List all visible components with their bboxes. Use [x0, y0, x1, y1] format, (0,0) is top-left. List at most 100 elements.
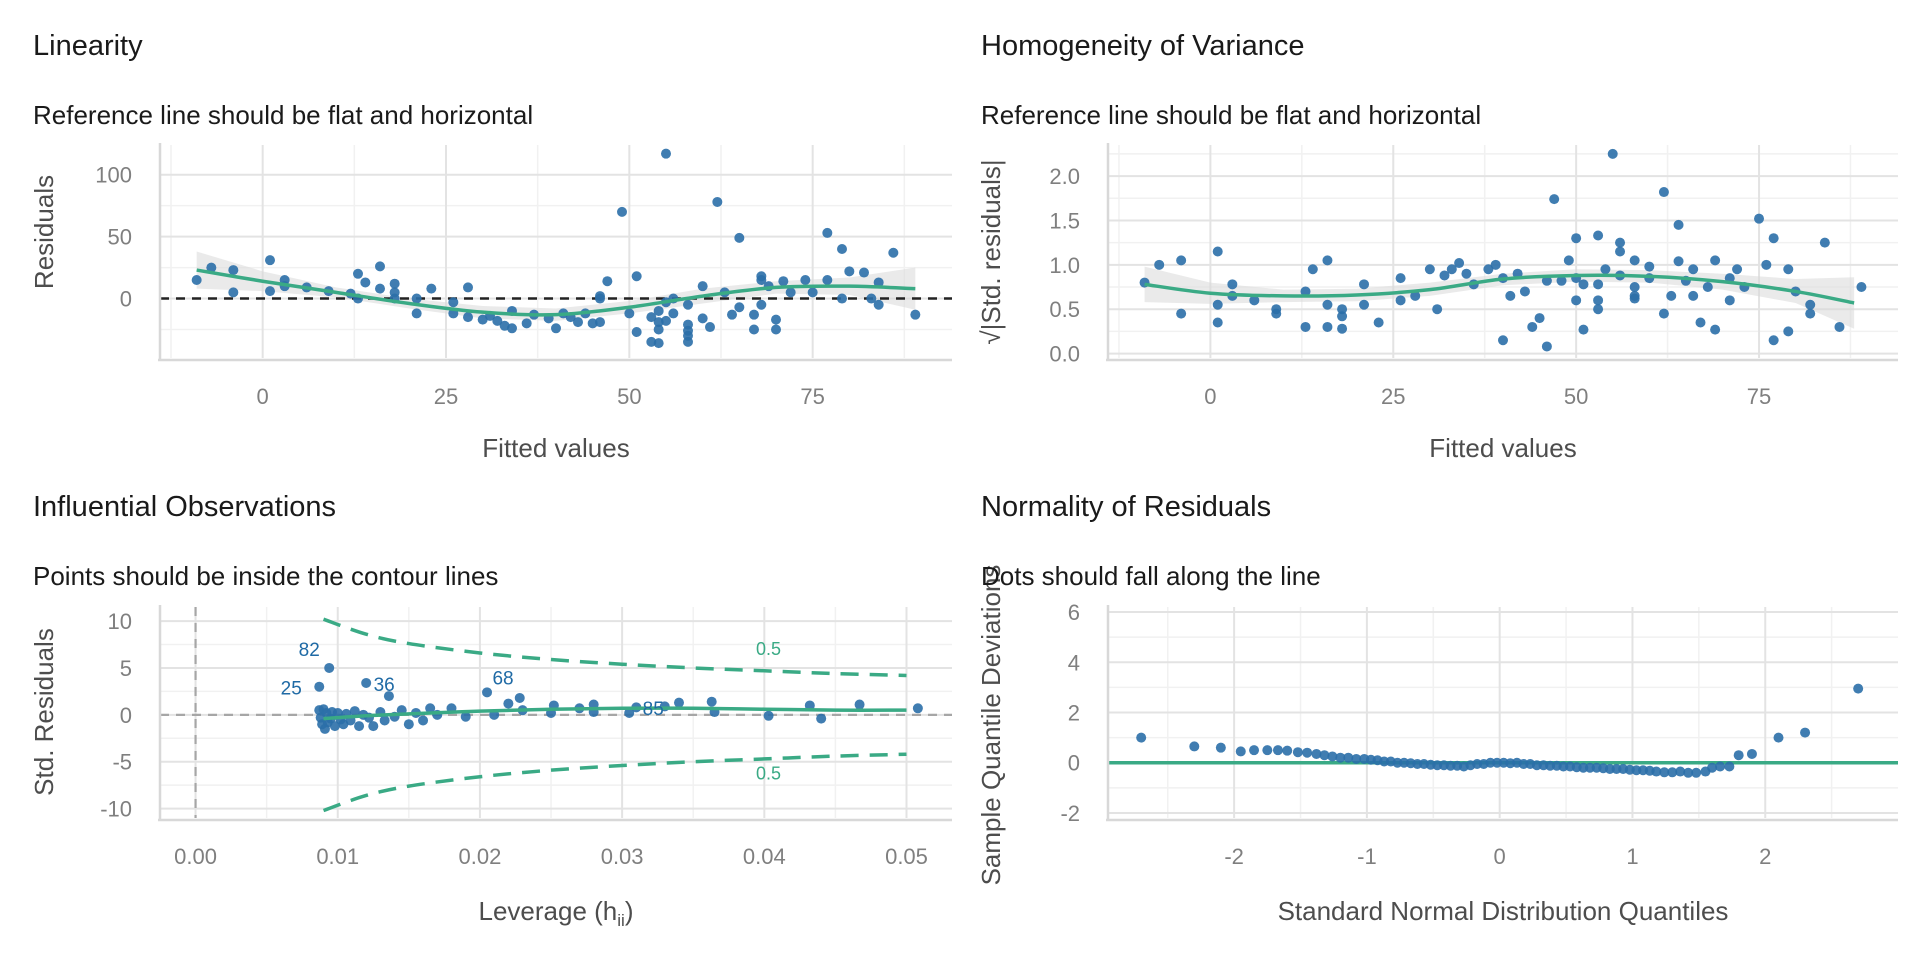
- x-tick-label: 75: [1747, 384, 1771, 409]
- data-point: [1805, 308, 1816, 319]
- data-point: [778, 276, 789, 287]
- data-point: [1629, 282, 1640, 292]
- data-point: [912, 703, 923, 714]
- loess-fit-line: [1144, 273, 1855, 305]
- data-point: [854, 699, 865, 710]
- data-point: [1761, 259, 1772, 270]
- qq-point: [1189, 741, 1200, 752]
- qq-point: [1136, 732, 1147, 743]
- x-tick-label: 0.03: [601, 844, 644, 869]
- data-point: [727, 309, 737, 320]
- x-axis-title: Fitted values: [482, 433, 629, 463]
- data-point: [683, 319, 693, 330]
- fit-curve: [323, 706, 907, 721]
- data-point: [1541, 341, 1552, 352]
- data-point: [1666, 290, 1677, 301]
- qq-point: [1262, 745, 1273, 756]
- data-point: [403, 719, 414, 730]
- data-point: [514, 692, 525, 703]
- data-point: [463, 282, 473, 293]
- x-tick-label: 75: [800, 384, 824, 409]
- data-point: [697, 281, 708, 292]
- qq-point: [1272, 745, 1283, 756]
- data-point: [800, 274, 811, 285]
- data-point: [1688, 290, 1699, 301]
- qq-point: [1311, 748, 1322, 759]
- x-tick-label: 50: [1564, 384, 1588, 409]
- data-point: [368, 721, 379, 732]
- qq-point: [1235, 746, 1246, 757]
- data-point: [1615, 237, 1626, 248]
- panel-normality: Normality of Residuals -2 -1 0 1 2 -2 0 2 4 6 St…: [976, 491, 1898, 926]
- y-tick-label: 10: [108, 609, 132, 634]
- data-point: [375, 261, 385, 272]
- point-labels: 82 25 36 68 85: [281, 640, 664, 720]
- data-point: [383, 691, 394, 702]
- data-point: [771, 314, 781, 325]
- data-point: [507, 323, 517, 334]
- data-point: [873, 299, 884, 310]
- data-point: [1227, 279, 1238, 290]
- data-point: [1410, 290, 1421, 301]
- data-point: [1600, 264, 1611, 275]
- data-point: [1702, 282, 1713, 292]
- data-point: [1658, 187, 1669, 198]
- x-tick-label: 2: [1759, 844, 1771, 869]
- data-point: [1710, 324, 1721, 335]
- data-point: [1300, 321, 1311, 332]
- x-tick-label: 0.00: [174, 844, 217, 869]
- data-point: [1768, 233, 1779, 244]
- x-axis-title: Standard Normal Distribution Quantiles: [1278, 896, 1729, 926]
- point-label: 85: [643, 699, 664, 720]
- x-tick-label: 0.02: [459, 844, 502, 869]
- data-point: [1673, 256, 1684, 267]
- data-point: [1805, 299, 1816, 310]
- data-point: [673, 697, 684, 708]
- loess-fit-line: [196, 268, 916, 317]
- qq-point: [1335, 752, 1346, 763]
- data-point: [763, 710, 774, 721]
- lower-contour: [322, 752, 907, 813]
- y-tick-label: 1.0: [1049, 253, 1080, 278]
- panel-title: Homogeneity of Variance: [981, 30, 1304, 62]
- data-point: [844, 266, 855, 277]
- data-point: [265, 286, 275, 297]
- data-point: [859, 267, 869, 278]
- x-tick-label: -2: [1224, 844, 1244, 869]
- data-point: [1176, 308, 1187, 319]
- panel-title: Linearity: [33, 30, 143, 62]
- data-point: [1154, 259, 1165, 270]
- fit-curve: [196, 268, 916, 317]
- data-point: [1556, 275, 1567, 286]
- leverage-points: [314, 662, 923, 734]
- data-point: [1629, 255, 1640, 266]
- data-point: [1710, 255, 1721, 266]
- data-point: [1783, 264, 1794, 275]
- x-axis-title: Leverage (hii): [479, 896, 634, 930]
- data-point: [646, 312, 657, 323]
- data-point: [624, 308, 635, 319]
- data-point: [822, 274, 833, 285]
- y-tick-label: 0.0: [1049, 342, 1080, 367]
- y-tick-label: 5: [120, 656, 132, 681]
- data-point: [425, 703, 436, 714]
- y-axis-title: √|Std. residuals|: [976, 159, 1006, 344]
- data-point: [712, 196, 723, 207]
- qq-point: [1343, 752, 1354, 763]
- axis-lines: [158, 143, 952, 362]
- data-point: [1754, 213, 1765, 224]
- data-point: [816, 713, 827, 724]
- data-point: [1322, 255, 1333, 266]
- data-point: [1593, 230, 1604, 241]
- data-point: [1249, 295, 1260, 306]
- data-point: [1432, 304, 1443, 315]
- data-point: [1454, 258, 1465, 269]
- data-point: [807, 287, 818, 298]
- data-point: [1519, 286, 1530, 297]
- data-point: [1337, 311, 1348, 322]
- data-point: [375, 283, 385, 294]
- point-label: 25: [281, 679, 302, 700]
- y-tick-label: 1.5: [1049, 208, 1080, 233]
- data-point: [426, 283, 437, 294]
- data-point: [837, 244, 847, 255]
